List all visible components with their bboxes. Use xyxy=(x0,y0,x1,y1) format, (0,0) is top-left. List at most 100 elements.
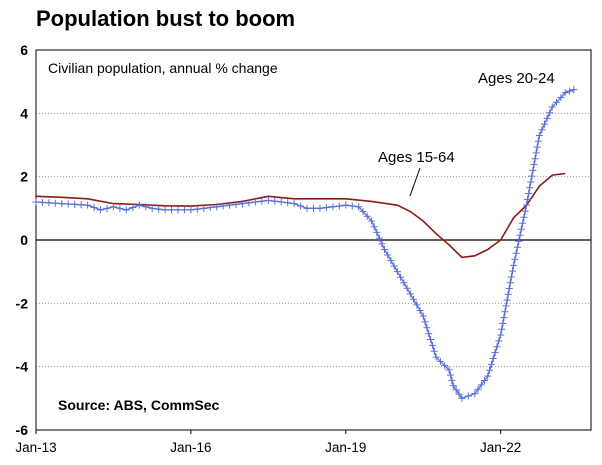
data-point xyxy=(436,357,444,365)
data-point xyxy=(373,228,381,236)
data-point xyxy=(516,231,524,239)
data-point xyxy=(511,255,519,263)
data-point xyxy=(413,301,421,309)
data-point xyxy=(174,206,182,214)
data-point xyxy=(135,201,143,209)
data-point xyxy=(508,267,516,275)
data-point xyxy=(187,206,195,214)
data-point xyxy=(491,349,499,357)
y-tick-label: 4 xyxy=(20,105,28,121)
data-point xyxy=(90,204,98,212)
data-point xyxy=(103,204,111,212)
data-point xyxy=(510,261,518,269)
data-point xyxy=(561,89,569,97)
data-point xyxy=(380,246,388,253)
y-tick-label: 2 xyxy=(20,169,28,185)
data-point xyxy=(180,206,188,214)
x-tick-label: Jan-22 xyxy=(480,440,521,455)
data-point xyxy=(38,198,46,206)
data-point xyxy=(553,98,561,106)
data-point xyxy=(109,203,117,211)
data-point xyxy=(155,205,163,213)
data-point xyxy=(565,87,573,95)
data-point xyxy=(303,204,311,212)
data-point xyxy=(501,308,509,316)
data-point xyxy=(432,353,440,361)
data-point xyxy=(503,296,511,304)
data-point xyxy=(251,198,259,206)
chart-source: Source: ABS, CommSec xyxy=(58,397,220,413)
data-point xyxy=(530,161,538,169)
data-point xyxy=(428,341,436,349)
y-tick-label: 6 xyxy=(20,42,28,58)
data-point xyxy=(403,284,411,292)
y-tick-label: -6 xyxy=(16,422,29,438)
data-point xyxy=(493,343,501,351)
data-point xyxy=(45,199,53,207)
data-point xyxy=(271,197,279,205)
data-point xyxy=(507,273,515,281)
data-point xyxy=(129,204,137,212)
data-point xyxy=(226,201,234,209)
data-point xyxy=(77,201,85,209)
data-point xyxy=(502,302,510,310)
data-point xyxy=(452,386,460,394)
data-point xyxy=(58,200,66,208)
data-point xyxy=(495,337,503,345)
x-tick-label: Jan-16 xyxy=(170,440,211,455)
data-point xyxy=(557,94,565,101)
data-point xyxy=(397,273,405,281)
data-point xyxy=(486,366,494,374)
data-point xyxy=(474,385,482,393)
data-point xyxy=(219,202,227,210)
data-point xyxy=(419,312,427,320)
data-point xyxy=(416,306,424,314)
series-label-ages-20-24: Ages 20-24 xyxy=(478,70,555,87)
data-point xyxy=(97,206,105,214)
data-point xyxy=(458,394,466,402)
data-point xyxy=(455,390,463,398)
data-point xyxy=(570,86,578,94)
data-point xyxy=(471,390,479,398)
data-point xyxy=(161,206,169,214)
data-point xyxy=(548,103,556,111)
data-point xyxy=(200,204,208,212)
data-point xyxy=(410,295,418,303)
data-point xyxy=(264,196,272,204)
data-point xyxy=(499,319,507,327)
data-point xyxy=(116,204,124,212)
data-point xyxy=(245,199,253,207)
y-tick-label: 0 xyxy=(20,232,28,248)
data-point xyxy=(378,240,386,248)
data-point xyxy=(526,184,534,192)
data-point xyxy=(477,381,485,389)
data-point xyxy=(342,201,350,209)
data-point xyxy=(464,392,472,400)
data-point xyxy=(430,347,438,355)
data-point xyxy=(168,206,176,214)
data-point xyxy=(368,217,376,225)
data-point xyxy=(239,200,247,208)
data-point xyxy=(448,376,456,384)
data-point xyxy=(355,203,363,211)
data-point xyxy=(527,178,535,186)
data-point xyxy=(533,143,541,151)
data-point xyxy=(316,204,324,212)
data-point xyxy=(497,331,505,339)
x-tick-label: Jan-19 xyxy=(325,440,366,455)
data-point xyxy=(521,207,529,215)
chart-subtitle: Civilian population, annual % change xyxy=(48,60,278,76)
data-point xyxy=(538,126,546,134)
data-point xyxy=(531,155,539,163)
data-point xyxy=(528,172,536,180)
series-markers xyxy=(32,86,578,402)
data-point xyxy=(84,201,92,209)
data-point xyxy=(500,314,508,322)
data-point xyxy=(481,377,489,385)
data-point xyxy=(363,212,371,220)
data-point xyxy=(535,132,543,139)
data-point xyxy=(505,285,513,293)
data-point xyxy=(348,202,356,210)
data-point xyxy=(446,371,454,379)
data-point xyxy=(148,204,156,212)
